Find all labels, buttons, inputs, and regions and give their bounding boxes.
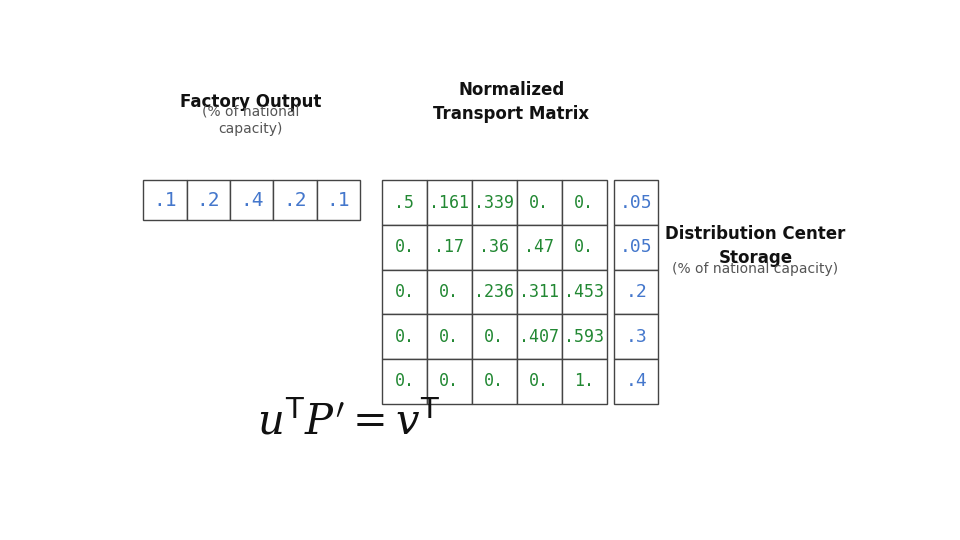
- Text: 0.: 0.: [440, 372, 460, 390]
- Text: 0.: 0.: [395, 328, 415, 346]
- Bar: [516, 225, 562, 269]
- Bar: [427, 180, 472, 225]
- Bar: [562, 180, 607, 225]
- Text: 0.: 0.: [574, 238, 594, 256]
- Bar: [562, 314, 607, 359]
- Bar: [614, 225, 658, 269]
- Text: $u^\mathsf{T}P^{\prime} = v^\mathsf{T}$: $u^\mathsf{T}P^{\prime} = v^\mathsf{T}$: [257, 402, 441, 444]
- Text: (% of national
capacity): (% of national capacity): [202, 104, 299, 137]
- Text: .453: .453: [564, 283, 604, 301]
- Bar: [427, 225, 472, 269]
- Text: .311: .311: [519, 283, 560, 301]
- Text: 0.: 0.: [529, 194, 549, 212]
- Bar: [472, 359, 516, 403]
- Text: .17: .17: [434, 238, 465, 256]
- Text: .3: .3: [625, 328, 647, 346]
- Bar: [614, 180, 658, 225]
- Text: .4: .4: [240, 191, 263, 210]
- Text: .339: .339: [474, 194, 515, 212]
- Text: .407: .407: [519, 328, 560, 346]
- Bar: [427, 314, 472, 359]
- Text: .05: .05: [620, 238, 653, 256]
- Bar: [516, 359, 562, 403]
- Bar: [382, 225, 427, 269]
- Text: .2: .2: [197, 191, 220, 210]
- Bar: [143, 180, 186, 220]
- Bar: [562, 359, 607, 403]
- Bar: [472, 269, 516, 314]
- Text: 0.: 0.: [440, 328, 460, 346]
- Text: .5: .5: [395, 194, 415, 212]
- Text: .1: .1: [326, 191, 350, 210]
- Text: .4: .4: [625, 372, 647, 390]
- Text: .47: .47: [524, 238, 554, 256]
- Bar: [472, 180, 516, 225]
- Text: Factory Output: Factory Output: [180, 93, 321, 111]
- Bar: [317, 180, 360, 220]
- Bar: [427, 359, 472, 403]
- Bar: [614, 314, 658, 359]
- Text: 0.: 0.: [485, 372, 504, 390]
- Bar: [382, 314, 427, 359]
- Text: .2: .2: [283, 191, 307, 210]
- Text: 0.: 0.: [395, 238, 415, 256]
- Bar: [186, 180, 230, 220]
- Bar: [562, 269, 607, 314]
- Text: 0.: 0.: [574, 194, 594, 212]
- Text: .05: .05: [620, 194, 653, 212]
- Text: .36: .36: [479, 238, 510, 256]
- Bar: [230, 180, 274, 220]
- Bar: [562, 225, 607, 269]
- Text: 0.: 0.: [395, 283, 415, 301]
- Text: Normalized
Transport Matrix: Normalized Transport Matrix: [433, 81, 589, 123]
- Text: .1: .1: [154, 191, 177, 210]
- Bar: [382, 359, 427, 403]
- Text: 0.: 0.: [485, 328, 504, 346]
- Bar: [382, 269, 427, 314]
- Bar: [472, 225, 516, 269]
- Text: .236: .236: [474, 283, 515, 301]
- Bar: [516, 180, 562, 225]
- Text: Distribution Center
Storage: Distribution Center Storage: [665, 225, 846, 267]
- Bar: [472, 314, 516, 359]
- Text: .593: .593: [564, 328, 604, 346]
- Text: 0.: 0.: [440, 283, 460, 301]
- Text: .161: .161: [429, 194, 469, 212]
- Text: (% of national capacity): (% of national capacity): [672, 262, 839, 276]
- Bar: [614, 269, 658, 314]
- Bar: [382, 180, 427, 225]
- Text: 1.: 1.: [574, 372, 594, 390]
- Bar: [516, 314, 562, 359]
- Text: .2: .2: [625, 283, 647, 301]
- Text: 0.: 0.: [395, 372, 415, 390]
- Text: 0.: 0.: [529, 372, 549, 390]
- Bar: [274, 180, 317, 220]
- Bar: [427, 269, 472, 314]
- Bar: [516, 269, 562, 314]
- Bar: [614, 359, 658, 403]
